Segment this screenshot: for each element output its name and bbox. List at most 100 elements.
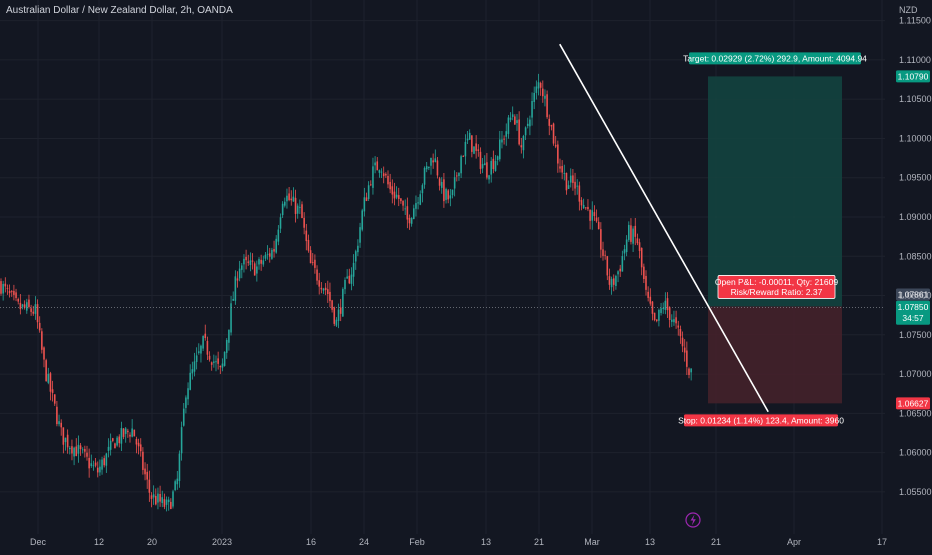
lightning-icon[interactable] xyxy=(685,512,701,528)
candle xyxy=(344,277,346,295)
candle-body xyxy=(318,280,320,287)
candle xyxy=(127,428,129,438)
candle xyxy=(653,312,656,322)
candle-body xyxy=(389,181,391,190)
candle xyxy=(544,89,546,107)
candle xyxy=(230,296,232,336)
candle-body xyxy=(232,298,234,301)
candle-body xyxy=(17,299,19,302)
candle-body xyxy=(174,481,176,491)
candle xyxy=(628,221,630,242)
target-label[interactable]: Target: 0.02929 (2.72%) 292.9, Amount: 4… xyxy=(683,52,867,65)
y-tick-label: 1.10000 xyxy=(899,133,932,143)
candle xyxy=(617,270,619,283)
candle-body xyxy=(587,206,589,210)
candle-body xyxy=(662,307,664,310)
candle xyxy=(247,254,250,266)
candle-body xyxy=(582,204,585,209)
candle-body xyxy=(163,499,166,507)
candle xyxy=(634,218,637,246)
y-tick-label: 1.06500 xyxy=(899,408,932,418)
candle-body xyxy=(309,250,312,264)
candle-body xyxy=(479,151,482,169)
candle xyxy=(116,435,118,447)
overlay-layer[interactable]: Target: 0.02929 (2.72%) 292.9, Amount: 4… xyxy=(0,43,930,427)
candle xyxy=(404,199,406,215)
candle xyxy=(610,276,613,295)
candle xyxy=(195,347,198,370)
candle-body xyxy=(679,328,682,337)
candle-body xyxy=(191,369,194,374)
candle xyxy=(378,169,381,178)
candle xyxy=(58,414,60,427)
candle xyxy=(49,371,52,401)
candle xyxy=(597,217,600,230)
candle-body xyxy=(118,436,121,444)
candle xyxy=(41,328,43,354)
current-price-badge-text: 1.07850 xyxy=(898,302,929,312)
x-tick-label: 13 xyxy=(481,537,491,547)
candle xyxy=(660,302,662,316)
candle-body xyxy=(359,227,361,243)
candle xyxy=(542,80,544,103)
stop-price-badge-bg xyxy=(896,397,930,410)
candle-body xyxy=(223,351,226,366)
trendline[interactable] xyxy=(559,43,769,413)
candle xyxy=(148,470,151,502)
candle-body xyxy=(675,317,677,324)
target-zone[interactable] xyxy=(708,76,842,307)
candle xyxy=(294,189,297,223)
stop-label[interactable]: Stop: 0.01234 (1.14%) 123.4, Amount: 396… xyxy=(678,414,844,427)
candle xyxy=(385,172,387,178)
candle-body xyxy=(410,217,413,224)
candle xyxy=(354,249,357,270)
y-tick-label: 1.10500 xyxy=(899,94,932,104)
candle-body xyxy=(71,446,73,454)
candle-body xyxy=(462,156,465,157)
candle xyxy=(286,188,288,209)
candle xyxy=(509,112,512,123)
candle-body xyxy=(468,132,471,140)
candle xyxy=(200,344,202,363)
candle xyxy=(668,306,671,328)
candle xyxy=(526,117,529,129)
candle xyxy=(363,187,366,217)
candle-body xyxy=(279,217,282,229)
candle-body xyxy=(277,229,280,242)
candle-body xyxy=(574,181,576,189)
candle-body xyxy=(346,276,348,279)
candle xyxy=(473,146,475,155)
candle xyxy=(290,190,293,206)
candle-body xyxy=(193,361,196,372)
entry-price-badge-text: 1.07861 xyxy=(898,289,929,299)
candle xyxy=(62,427,65,454)
candle-body xyxy=(264,254,267,259)
candle xyxy=(219,365,222,374)
candle-body xyxy=(522,136,525,151)
candle xyxy=(15,288,17,302)
candle xyxy=(178,450,181,488)
candle-body xyxy=(490,160,492,175)
axes-layer: 1.11500 1.11000 1.10500 1.10000 1.09500 1.090… xyxy=(30,16,932,547)
candle xyxy=(673,310,675,326)
stop-zone[interactable] xyxy=(708,306,842,404)
candle-body xyxy=(683,347,686,353)
candle xyxy=(152,485,155,505)
candle xyxy=(471,135,473,158)
position-info-box[interactable]: Open P&L: -0.00011, Qty: 21609Risk/Rewar… xyxy=(715,275,838,299)
candle xyxy=(187,382,189,406)
position-zones[interactable] xyxy=(708,76,842,404)
candle-body xyxy=(146,471,148,480)
candle xyxy=(314,254,316,274)
y-tick-label: 1.07000 xyxy=(899,369,932,379)
candle-body xyxy=(509,117,512,120)
candle-body xyxy=(142,451,144,470)
candle-body xyxy=(425,166,428,170)
candle xyxy=(208,351,211,362)
candle-body xyxy=(333,307,336,324)
candle-body xyxy=(486,162,488,178)
candle xyxy=(606,255,609,281)
candle-body xyxy=(176,478,179,485)
